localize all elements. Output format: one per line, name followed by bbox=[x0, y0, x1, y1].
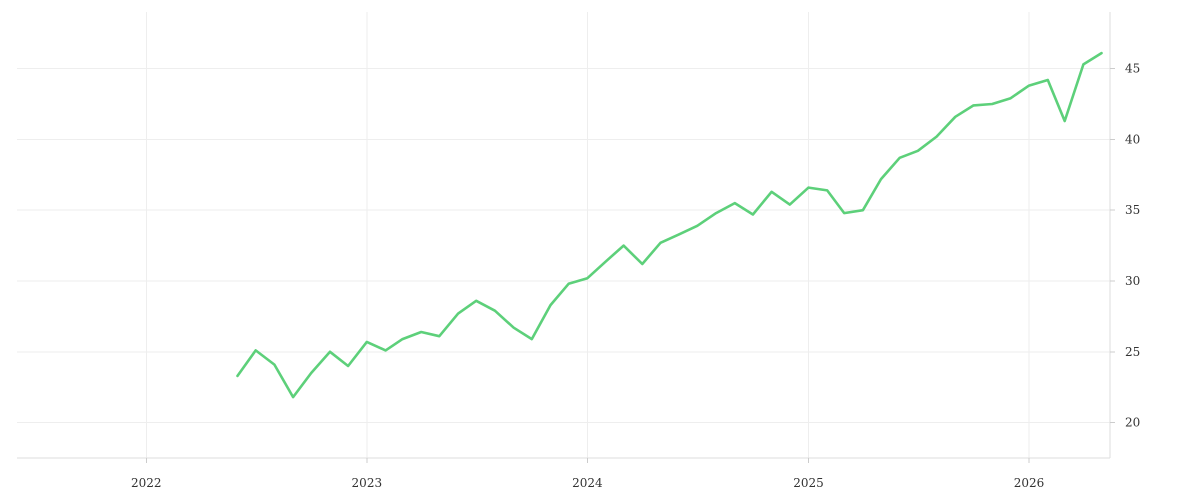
y-tick-label-20: 20 bbox=[1125, 416, 1140, 430]
y-tick-label-30: 30 bbox=[1125, 274, 1140, 288]
vertical-gridlines bbox=[145, 12, 1030, 458]
x-tick-label-2022: 2022 bbox=[131, 476, 162, 490]
horizontal-gridlines bbox=[17, 68, 1110, 424]
y-tick-label-45: 45 bbox=[1125, 62, 1140, 76]
y-tick-label-35: 35 bbox=[1125, 203, 1140, 217]
x-tick-label-2023: 2023 bbox=[352, 476, 383, 490]
x-axis-ticks: 2022 2023 2024 2025 2026 bbox=[131, 458, 1044, 490]
series-line-0 bbox=[236, 51, 1103, 399]
y-axis-ticks: 20 25 30 35 40 45 bbox=[1110, 62, 1140, 430]
x-tick-label-2024: 2024 bbox=[572, 476, 603, 490]
y-tick-label-25: 25 bbox=[1125, 345, 1140, 359]
y-tick-label-40: 40 bbox=[1125, 132, 1140, 146]
x-tick-label-2026: 2026 bbox=[1014, 476, 1045, 490]
x-tick-label-2025: 2025 bbox=[793, 476, 824, 490]
series-layer bbox=[236, 51, 1103, 399]
